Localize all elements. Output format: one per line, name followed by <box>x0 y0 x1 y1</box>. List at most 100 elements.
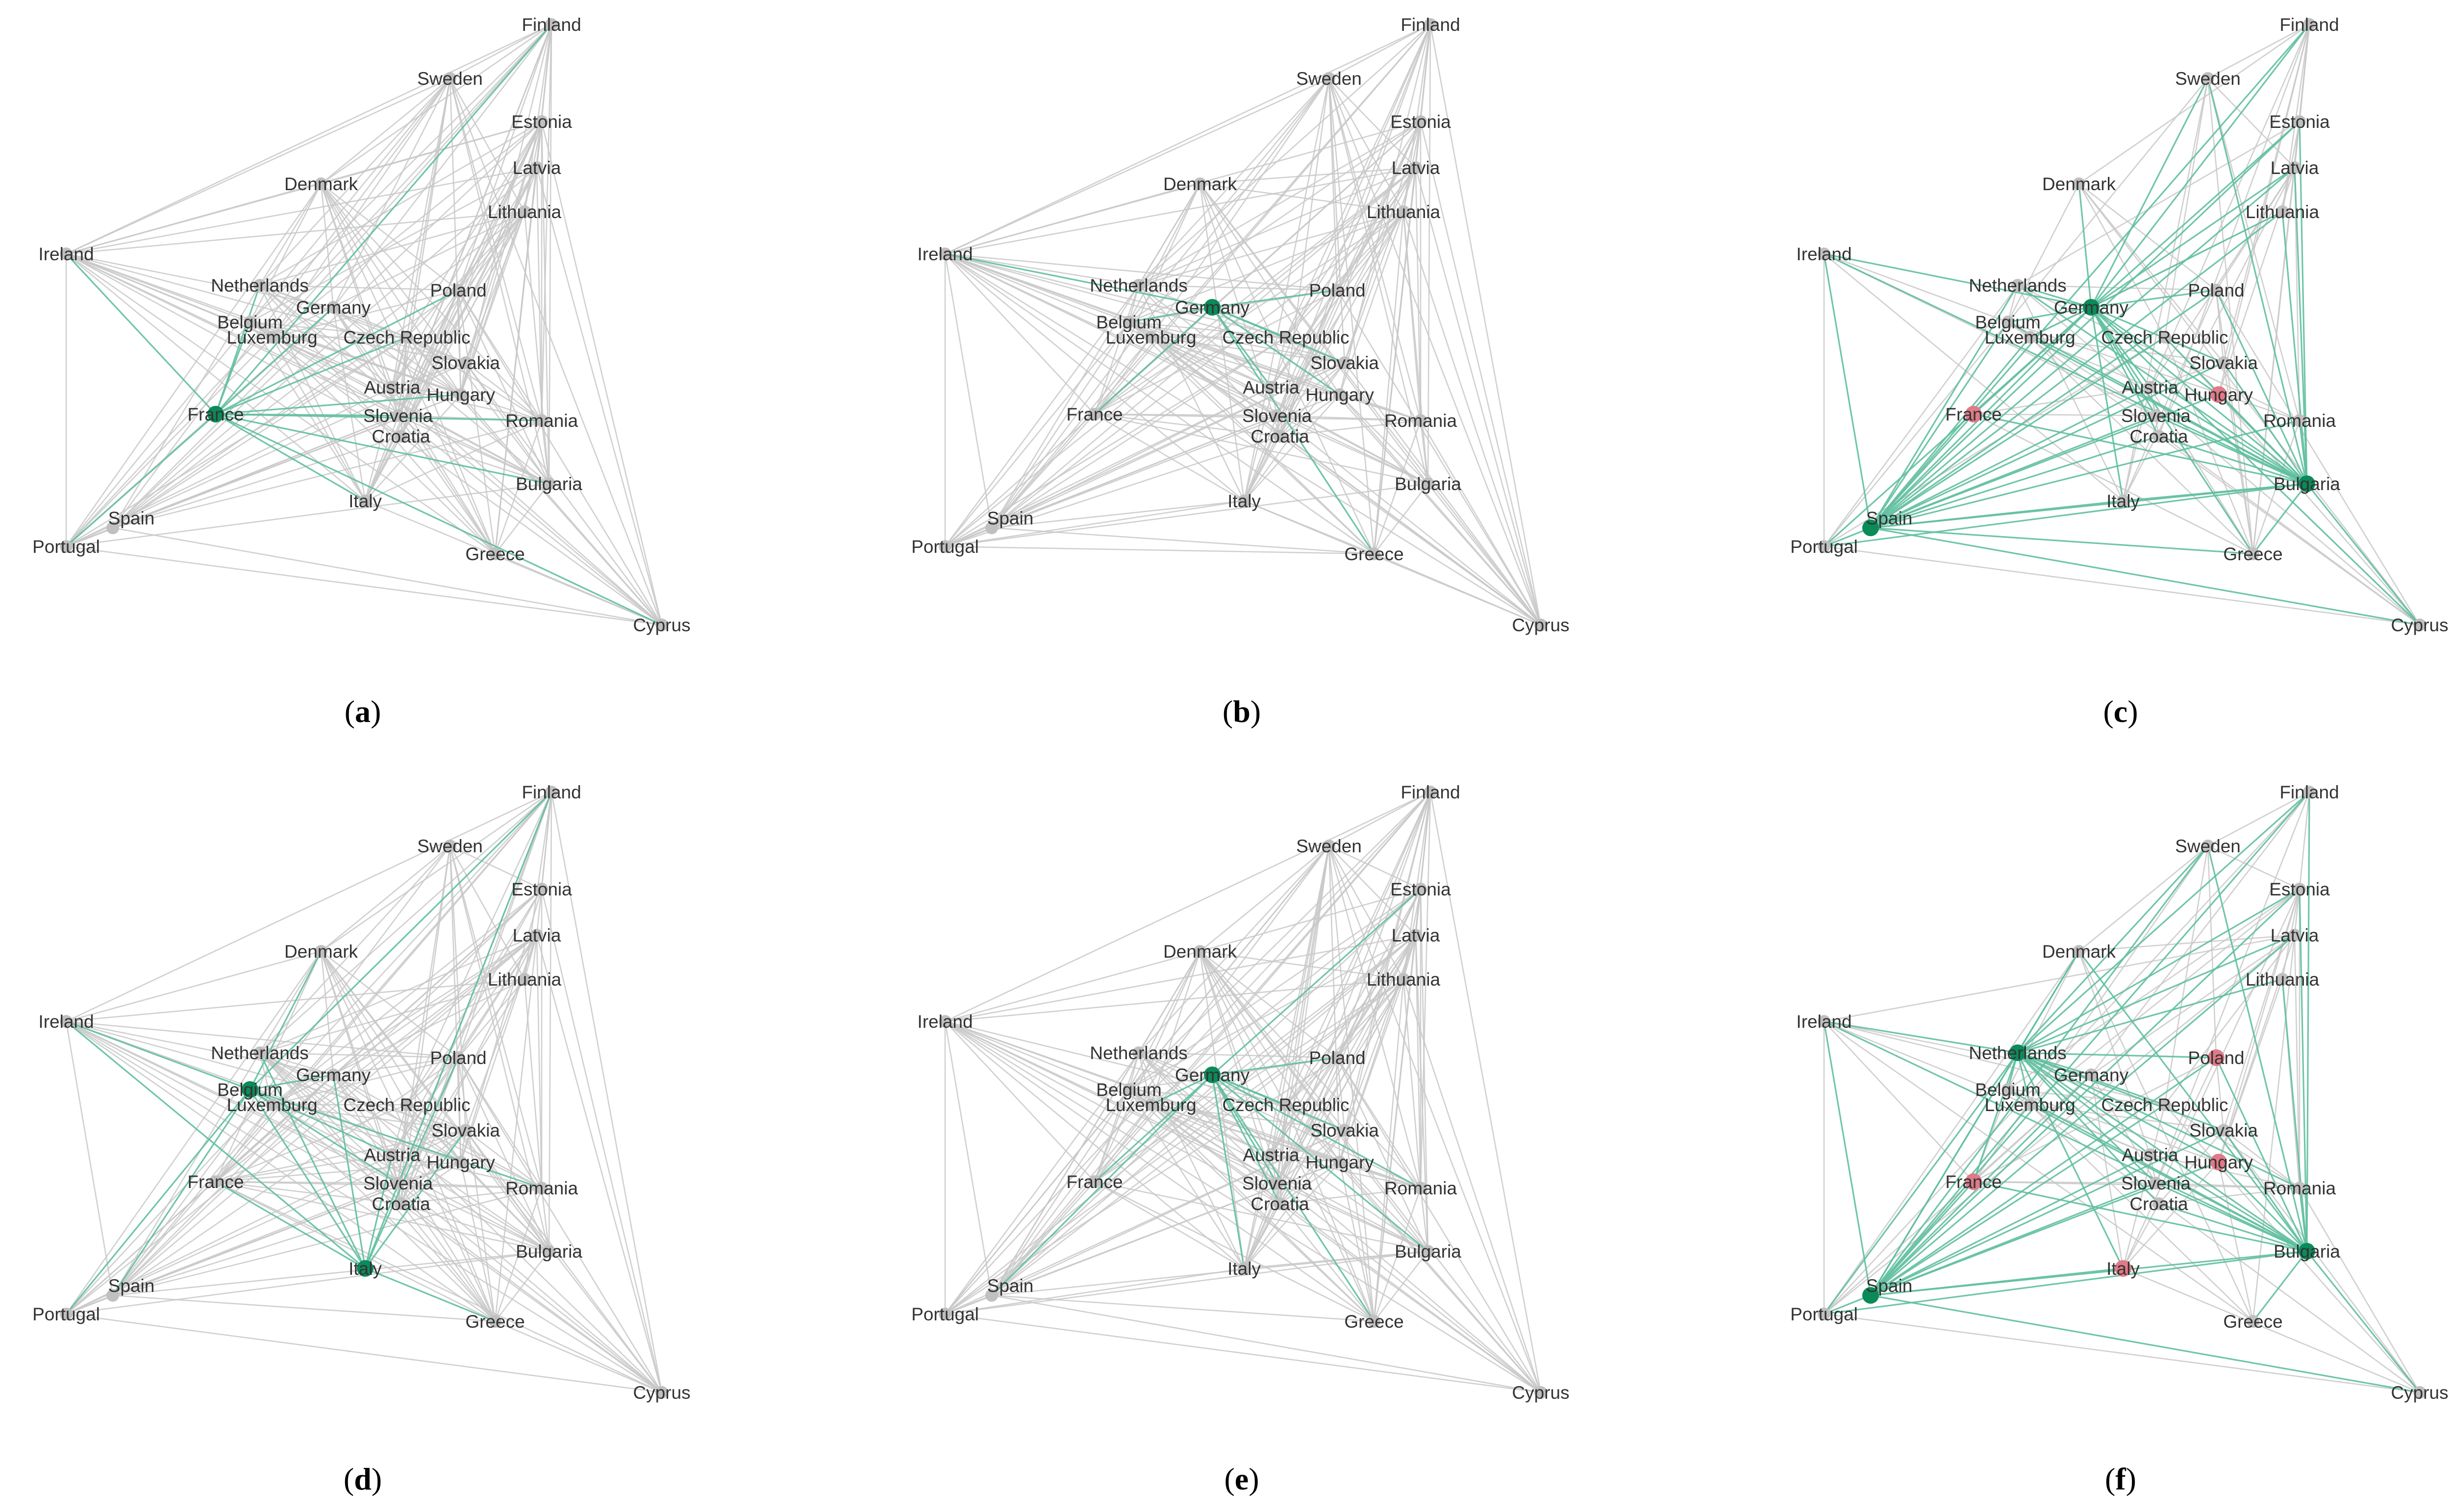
label-bulgaria: Bulgaria <box>516 1241 582 1262</box>
edge-slovakia-spain <box>1870 1129 2224 1296</box>
label-austria: Austria <box>2122 377 2178 397</box>
edge-sweden-cyprus <box>1328 845 1542 1393</box>
label-austria: Austria <box>364 377 421 397</box>
label-lithuania: Lithuania <box>1367 202 1441 222</box>
node-portugal <box>1818 540 1830 553</box>
edge-romania-spain <box>112 1187 542 1296</box>
caption-f-letter: f <box>2115 1462 2126 1496</box>
edge-germany-slovenia <box>1211 1074 1278 1184</box>
node-spain <box>106 1289 119 1302</box>
edge-finland-cyprus <box>550 792 663 1393</box>
edge-hungary-bulgaria <box>460 1162 550 1252</box>
edge-sweden-denmark <box>1200 845 1329 952</box>
node-czech-republic <box>2158 331 2171 344</box>
edge-denmark-poland <box>1200 950 1338 1059</box>
panel-b-nodes <box>939 18 1547 631</box>
edge-lithuania-france <box>1094 211 1404 415</box>
node-netherlands <box>253 279 266 292</box>
node-hungary <box>1333 1156 1346 1168</box>
caption-e-letter: e <box>1234 1462 1249 1496</box>
edge-portugal-cyprus <box>1824 545 2420 626</box>
edge-czech-republic-bulgaria <box>1285 1104 1428 1252</box>
panel-a-highlight-edges <box>65 24 662 626</box>
node-ireland <box>939 1015 951 1028</box>
edge-sweden-ireland <box>66 77 450 255</box>
edge-hungary-bulgaria <box>1339 394 1428 484</box>
node-denmark <box>315 945 327 958</box>
label-lithuania: Lithuania <box>2246 969 2320 990</box>
node-romania <box>1414 414 1427 427</box>
edge-romania-bulgaria <box>541 420 550 484</box>
edge-netherlands-italy <box>1138 1052 1245 1269</box>
edge-luxemburg-france <box>1094 1104 1152 1182</box>
edge-france-romania <box>215 413 542 421</box>
edge-slovakia-france <box>215 1129 466 1183</box>
edge-romania-bulgaria <box>1420 1188 1429 1252</box>
node-estonia <box>1414 883 1427 895</box>
edge-sweden-germany <box>2090 78 2209 308</box>
node-france <box>1965 1173 1982 1190</box>
node-belgium <box>242 1081 258 1098</box>
label-greece: Greece <box>465 544 525 564</box>
edge-luxemburg-slovakia <box>272 1104 466 1131</box>
edge-romania-croatia <box>400 1187 542 1205</box>
edge-croatia-italy <box>2122 1203 2160 1269</box>
edge-ireland-austria <box>945 253 1272 388</box>
edge-ireland-spain <box>1823 1021 1872 1296</box>
edge-austria-bulgaria <box>392 1154 550 1252</box>
edge-luxemburg-bulgaria <box>2029 336 2307 485</box>
edge-bulgaria-greece <box>494 483 550 554</box>
label-belgium: Belgium <box>1096 312 1162 332</box>
edge-hungary-cyprus <box>1339 1162 1541 1393</box>
edge-poland-hungary <box>457 1057 462 1163</box>
edge-croatia-cyprus <box>400 435 662 626</box>
edge-netherlands-italy <box>2017 1052 2124 1269</box>
edge-lithuania-slovenia <box>1276 211 1404 416</box>
edge-sweden-germany <box>332 78 451 308</box>
edge-romania-italy <box>365 420 542 502</box>
edge-estonia-luxemburg <box>2029 888 2300 1106</box>
edge-romania-cyprus <box>2299 1188 2421 1393</box>
label-spain: Spain <box>108 508 155 528</box>
edge-italy-spain <box>1870 1267 2124 1296</box>
node-germany <box>1204 1066 1221 1083</box>
edge-bulgaria-portugal <box>945 483 1428 547</box>
node-portugal <box>939 1308 951 1320</box>
label-lithuania: Lithuania <box>1367 969 1441 990</box>
label-france: France <box>187 1172 244 1192</box>
edge-sweden-czech-republic <box>2164 78 2209 338</box>
edge-netherlands-spain <box>1870 1052 2019 1296</box>
label-luxemburg: Luxemburg <box>1984 1095 2075 1115</box>
edge-germany-bulgaria <box>1211 1074 1429 1252</box>
edge-lithuania-germany <box>2091 211 2283 308</box>
edge-finland-spain <box>1870 24 2310 529</box>
edge-finland-bulgaria <box>548 792 552 1252</box>
edge-france-croatia <box>1094 413 1280 437</box>
edge-estonia-belgium <box>1128 888 1421 1091</box>
edge-slovenia-cyprus <box>1276 1182 1541 1393</box>
node-finland <box>2303 786 2316 798</box>
edge-finland-bulgaria <box>548 24 552 484</box>
node-sweden <box>444 72 456 85</box>
edge-estonia-slovakia <box>2223 889 2301 1131</box>
edge-estonia-hungary <box>460 889 543 1163</box>
node-ireland <box>1818 248 1830 260</box>
edge-slovakia-austria <box>2150 362 2224 388</box>
label-croatia: Croatia <box>372 426 430 446</box>
edge-luxemburg-slovenia <box>1150 1104 1277 1184</box>
label-austria: Austria <box>1243 1145 1300 1165</box>
edge-ireland-czech-republic <box>945 1020 1286 1106</box>
caption-c: (c) <box>2103 694 2138 729</box>
node-czech-republic <box>400 331 413 344</box>
panel-e-labels: Finland Sweden Estonia Latvia Lithuania Denma… <box>911 782 1570 1403</box>
label-finland: Finland <box>2279 782 2339 802</box>
edge-france-romania <box>215 1181 542 1189</box>
edge-poland-spain <box>1870 289 2217 529</box>
edge-estonia-germany <box>2090 121 2301 308</box>
edge-czech-republic-italy <box>1243 337 1287 501</box>
label-austria: Austria <box>1243 377 1300 397</box>
edge-czech-republic-greece <box>1285 1104 1375 1322</box>
edge-belgium-spain <box>112 1089 251 1296</box>
edge-lithuania-poland <box>1337 979 1404 1058</box>
edge-sweden-romania <box>1328 845 1422 1189</box>
